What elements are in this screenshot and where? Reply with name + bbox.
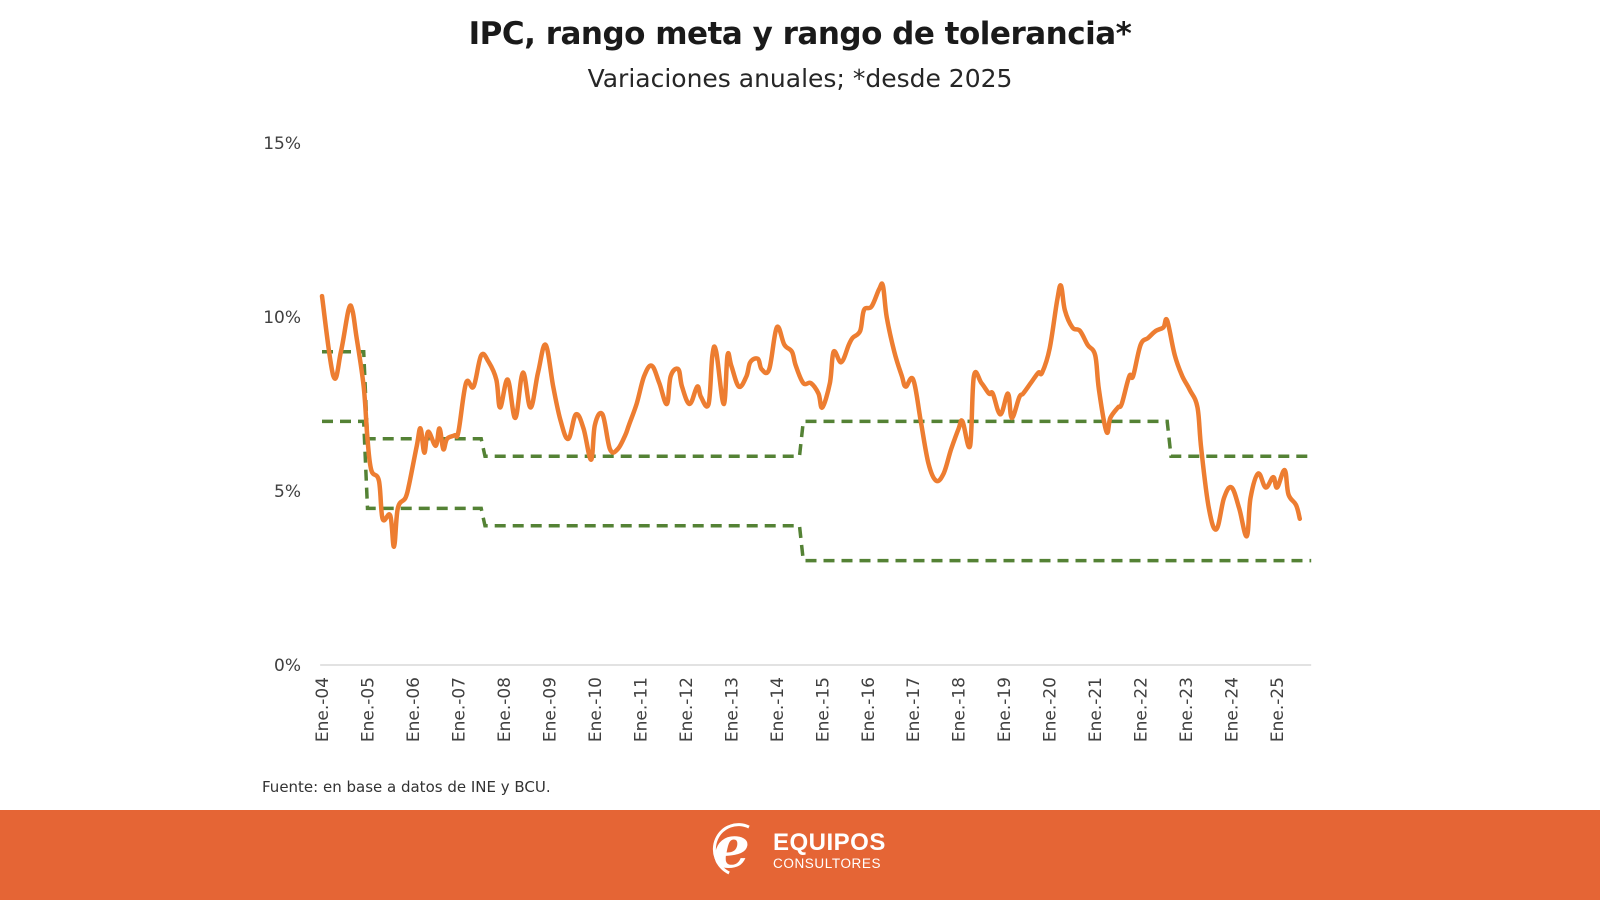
x-tick-label: Ene.-07 [449, 677, 469, 742]
y-tick-label: 15% [263, 134, 301, 154]
x-tick-label: Ene.-19 [995, 677, 1015, 742]
x-tick-label: Ene.-24 [1223, 677, 1243, 742]
x-tick-label: Ene.-08 [495, 677, 515, 742]
x-tick-label: Ene.-16 [859, 677, 879, 742]
chart-title: IPC, rango meta y rango de tolerancia* [468, 16, 1132, 52]
brand-logo: e EQUIPOS CONSULTORES [705, 815, 893, 885]
x-tick-label: Ene.-10 [586, 677, 606, 742]
x-tick-label: Ene.-04 [313, 677, 333, 742]
x-tick-label: Ene.-05 [358, 677, 378, 742]
x-axis-ticks: Ene.-04 Ene.-05 Ene.-06 Ene.-07 Ene.-08 Ene.-… [313, 677, 1288, 742]
x-tick-label: Ene.-23 [1177, 677, 1197, 742]
logo-e-icon: e [713, 813, 750, 881]
x-tick-label: Ene.-13 [722, 677, 742, 742]
y-tick-label: 0% [274, 656, 301, 676]
y-axis-ticks: 0% 5% 10% 15% [263, 134, 301, 676]
brand-subtitle: CONSULTORES [773, 856, 882, 871]
x-tick-label: Ene.-06 [404, 677, 424, 742]
footer-bar [0, 810, 1600, 900]
x-tick-label: Ene.-22 [1132, 677, 1152, 742]
y-tick-label: 10% [263, 308, 301, 328]
x-tick-label: Ene.-18 [950, 677, 970, 742]
x-tick-label: Ene.-17 [904, 677, 924, 742]
x-tick-label: Ene.-12 [677, 677, 697, 742]
ipc-line [319, 281, 1303, 549]
source-note: Fuente: en base a datos de INE y BCU. [262, 778, 551, 796]
x-tick-label: Ene.-25 [1268, 677, 1288, 742]
x-tick-label: Ene.-20 [1041, 677, 1061, 742]
range-upper-line [322, 350, 1312, 458]
range-lower-line [322, 419, 1312, 563]
brand-name: EQUIPOS [773, 829, 886, 856]
x-tick-label: Ene.-15 [813, 677, 833, 742]
x-tick-label: Ene.-14 [768, 677, 788, 742]
series-group [319, 281, 1312, 563]
chart-canvas: 0%5%10%15% Ene.-04 Ene.-05 Ene.-06 Ene.-07 E… [263, 134, 1312, 742]
chart-subtitle: Variaciones anuales; *desde 2025 [587, 64, 1013, 93]
x-tick-label: Ene.-21 [1086, 677, 1106, 742]
x-tick-label: Ene.-11 [631, 677, 651, 742]
y-tick-label: 5% [274, 482, 301, 502]
x-tick-label: Ene.-09 [540, 677, 560, 742]
